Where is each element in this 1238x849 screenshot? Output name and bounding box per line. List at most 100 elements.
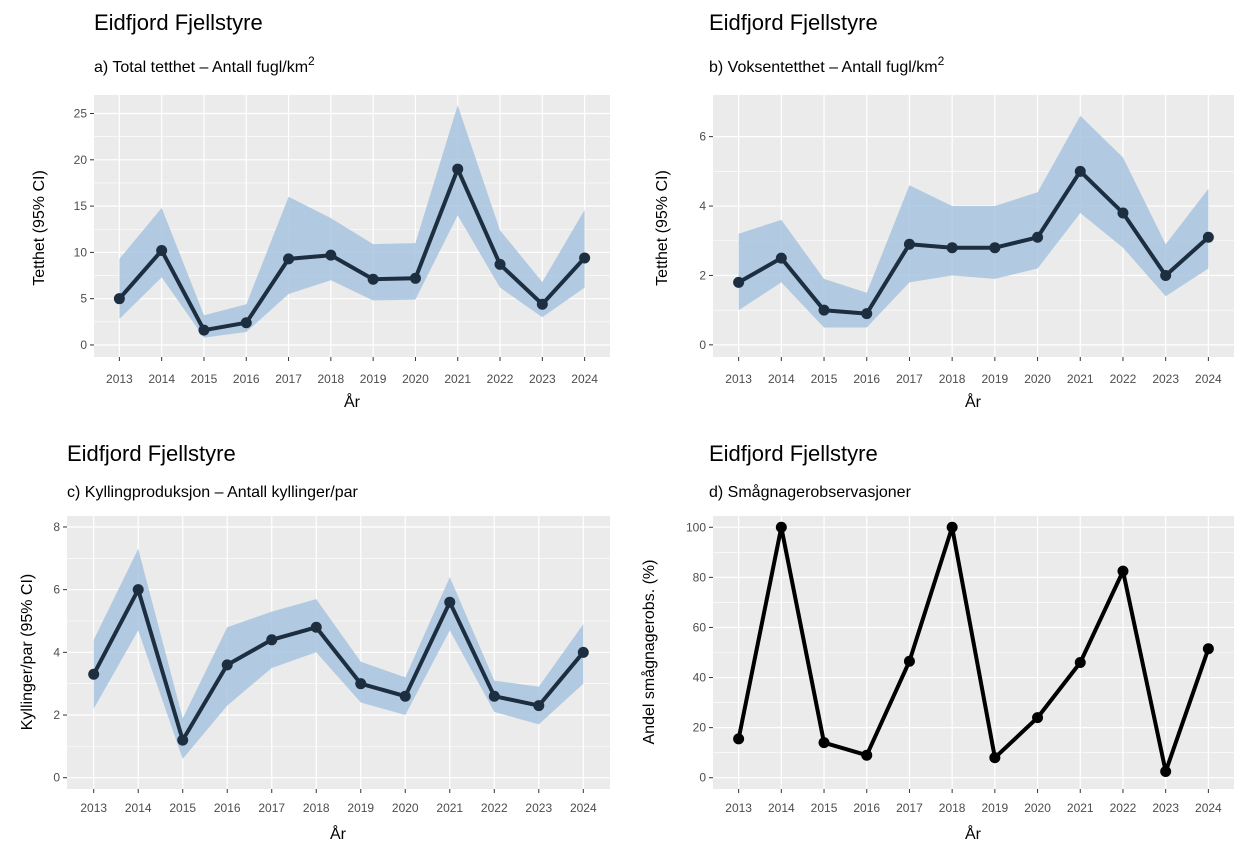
x-tick-label: 2014 <box>768 801 795 815</box>
x-tick-label: 2019 <box>347 801 374 815</box>
data-point <box>409 272 421 284</box>
x-tick-label: 2023 <box>1152 372 1179 386</box>
data-point <box>536 298 548 310</box>
data-point <box>266 634 278 646</box>
x-tick-label: 2015 <box>169 801 196 815</box>
y-tick-label: 6 <box>53 583 60 597</box>
x-tick-label: 2014 <box>148 372 175 386</box>
chart-panel-b: 0 2 4 6 2013 2014 2015 2016 2017 2018 2019 2020 2021… <box>654 10 1234 411</box>
x-tick-label: 2024 <box>570 801 597 815</box>
x-axis-title: År <box>965 824 982 843</box>
data-point <box>1202 643 1214 655</box>
x-tick-label: 2017 <box>258 801 285 815</box>
y-tick-label: 5 <box>80 292 87 306</box>
data-point <box>903 238 915 250</box>
x-tick-label: 2020 <box>1024 372 1051 386</box>
x-tick-label: 2018 <box>318 372 345 386</box>
data-point <box>310 621 322 633</box>
x-tick-label: 2018 <box>303 801 330 815</box>
y-tick-label: 8 <box>53 520 60 534</box>
chart-subtitle-text: a) Total tetthet – Antall fugl/km <box>94 59 308 76</box>
series-line <box>91 587 585 743</box>
y-tick-label: 10 <box>74 245 88 259</box>
x-tick-label: 2019 <box>982 801 1009 815</box>
y-tick-label: 0 <box>699 338 706 352</box>
data-point <box>355 678 367 690</box>
data-point <box>240 317 252 329</box>
x-tick-label: 2022 <box>1110 372 1137 386</box>
chart-subtitle-superscript: 2 <box>938 54 945 68</box>
x-tick-label: 2014 <box>768 372 795 386</box>
x-axis-title: År <box>965 392 982 411</box>
data-point <box>861 308 873 320</box>
x-tick-label: 2015 <box>811 801 838 815</box>
x-tick-label: 2024 <box>1195 801 1222 815</box>
data-point <box>946 521 958 533</box>
series-line <box>737 169 1210 316</box>
y-tick-label: 0 <box>699 771 706 785</box>
data-point <box>733 276 745 288</box>
data-point <box>577 646 589 658</box>
data-point <box>444 596 456 608</box>
y-axis-title: Kyllinger/par (95% CI) <box>19 574 36 731</box>
y-tick-label: 4 <box>699 199 706 213</box>
y-tick-label: 15 <box>74 199 88 213</box>
y-tick-label: 0 <box>53 771 60 785</box>
chart-subtitle: a) Total tetthet – Antall fugl/km2 <box>94 54 315 76</box>
x-axis-title: År <box>344 392 361 411</box>
chart-subtitle-text: b) Voksentetthet – Antall fugl/km <box>709 59 938 76</box>
y-tick-label: 0 <box>80 338 87 352</box>
data-point <box>452 163 464 175</box>
x-tick-label: 2021 <box>444 372 471 386</box>
x-tick-label: 2020 <box>402 372 429 386</box>
x-tick-label: 2017 <box>896 372 923 386</box>
y-tick-label: 6 <box>699 130 706 144</box>
plot-background <box>94 95 610 357</box>
data-point <box>399 690 411 702</box>
data-point <box>1202 231 1214 243</box>
chart-panel-a: 0 5 10 15 20 25 2013 2014 2015 2016 2017 2018 2019 20… <box>31 10 610 411</box>
y-tick-label: 40 <box>693 671 707 685</box>
data-point <box>1074 657 1086 669</box>
x-axis-title: År <box>330 824 347 843</box>
data-point <box>861 749 873 761</box>
data-point <box>1117 207 1129 219</box>
y-tick-label: 4 <box>53 645 60 659</box>
x-tick-label: 2018 <box>939 372 966 386</box>
data-point <box>325 249 337 261</box>
x-tick-label: 2023 <box>1152 801 1179 815</box>
data-point <box>488 690 500 702</box>
x-tick-label: 2024 <box>1195 372 1222 386</box>
data-point <box>989 242 1001 254</box>
data-point <box>177 734 189 746</box>
x-tick-label: 2013 <box>106 372 133 386</box>
chart-subtitle-superscript: 2 <box>308 54 315 68</box>
data-point <box>775 252 787 264</box>
chart-subtitle: c) Kyllingproduksjon – Antall kyllinger/… <box>67 484 358 501</box>
data-point <box>113 293 125 305</box>
chart-title: Eidfjord Fjellstyre <box>67 441 236 466</box>
y-tick-label: 25 <box>74 107 88 121</box>
data-point <box>1032 231 1044 243</box>
x-tick-label: 2017 <box>275 372 302 386</box>
data-point <box>1160 269 1172 281</box>
x-tick-label: 2021 <box>1067 801 1094 815</box>
x-tick-label: 2016 <box>853 372 880 386</box>
data-point <box>818 737 830 749</box>
x-tick-label: 2014 <box>125 801 152 815</box>
y-tick-label: 60 <box>693 620 707 634</box>
data-point <box>367 273 379 285</box>
data-point <box>1160 765 1172 777</box>
data-point <box>132 584 144 596</box>
y-tick-label: 20 <box>74 153 88 167</box>
y-axis-title: Andel smågnagerobs. (%) <box>640 560 658 745</box>
data-point <box>818 304 830 316</box>
x-tick-label: 2024 <box>571 372 598 386</box>
x-tick-label: 2013 <box>725 372 752 386</box>
data-point <box>156 245 168 257</box>
data-point <box>989 752 1001 764</box>
x-tick-label: 2015 <box>811 372 838 386</box>
chart-subtitle-text: d) Smågnagerobservasjoner <box>709 483 912 501</box>
x-tick-label: 2013 <box>725 801 752 815</box>
